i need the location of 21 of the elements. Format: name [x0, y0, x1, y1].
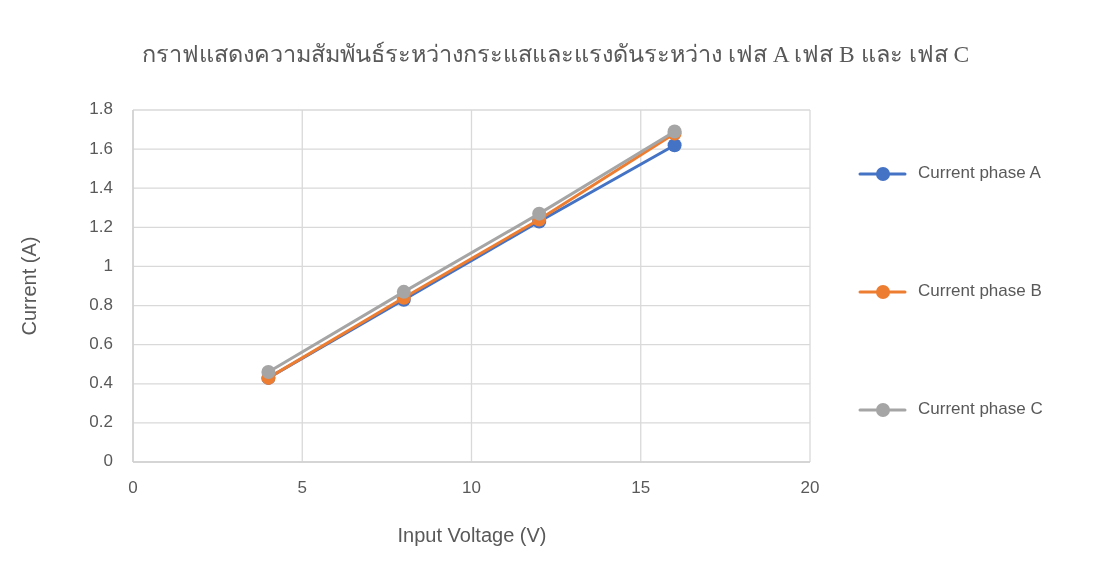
legend-label: Current phase B: [918, 281, 1042, 301]
x-tick-label: 15: [631, 478, 651, 498]
y-tick-label: 0.8: [89, 295, 113, 315]
y-axis-title: Current (A): [18, 236, 41, 336]
y-tick-label: 1.2: [89, 216, 113, 236]
legend-label: Current phase C: [918, 399, 1043, 419]
y-tick-label: 0: [103, 451, 113, 471]
x-tick-label: 0: [128, 478, 138, 498]
y-tick-label: 0.2: [89, 412, 113, 432]
y-tick-label: 0.6: [89, 334, 113, 354]
y-tick-label: 1: [103, 255, 113, 275]
y-tick-label: 0.4: [89, 373, 113, 393]
x-tick-label: 20: [800, 478, 820, 498]
title: กราฟแสดงความสัมพันธ์ระหว่างกระแสและแรงดันระหว่าง เฟส A เฟส B และ เฟส C: [141, 41, 970, 68]
y-tick-label: 1.4: [89, 177, 113, 197]
y-tick-label: 1.8: [89, 99, 113, 119]
x-tick-label: 5: [297, 478, 307, 498]
x-tick-label: 10: [462, 478, 481, 498]
y-tick-label: 1.6: [89, 138, 113, 158]
legend-label: Current phase A: [918, 163, 1041, 183]
x-axis-title: Input Voltage (V): [397, 524, 547, 547]
